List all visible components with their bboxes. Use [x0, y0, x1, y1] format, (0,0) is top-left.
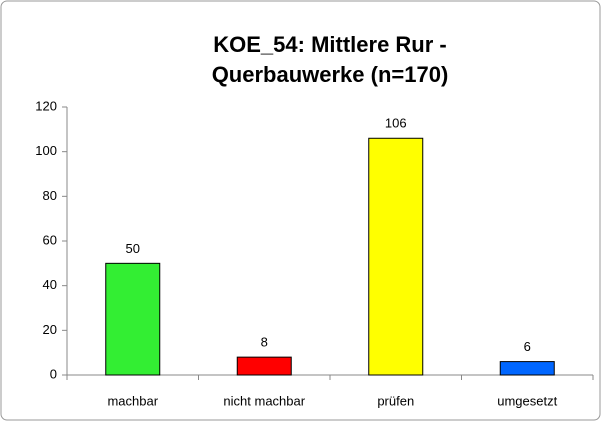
- bar: [236, 356, 292, 376]
- y-tick-label: 20: [43, 322, 57, 337]
- x-tick-label: machbar: [107, 393, 158, 408]
- x-tick-label: umgesetzt: [497, 393, 557, 408]
- y-tick-label: 120: [35, 98, 57, 113]
- data-label: 106: [385, 116, 407, 131]
- y-tick-label: 40: [43, 277, 57, 292]
- data-label: 50: [126, 241, 140, 256]
- x-tick-label: nicht machbar: [223, 393, 305, 408]
- y-tick-label: 60: [43, 232, 57, 247]
- x-tick-label: prüfen: [377, 393, 414, 408]
- data-label: 6: [524, 339, 531, 354]
- y-tick-label: 80: [43, 188, 57, 203]
- bar: [368, 137, 424, 376]
- chart-title: KOE_54: Mittlere Rur -: [213, 32, 447, 57]
- chart-title: Querbauwerke (n=170): [212, 62, 449, 87]
- y-tick-label: 100: [35, 143, 57, 158]
- y-tick-label: 0: [50, 366, 57, 381]
- data-label: 8: [261, 335, 268, 350]
- bar: [105, 262, 161, 376]
- bar: [499, 361, 555, 376]
